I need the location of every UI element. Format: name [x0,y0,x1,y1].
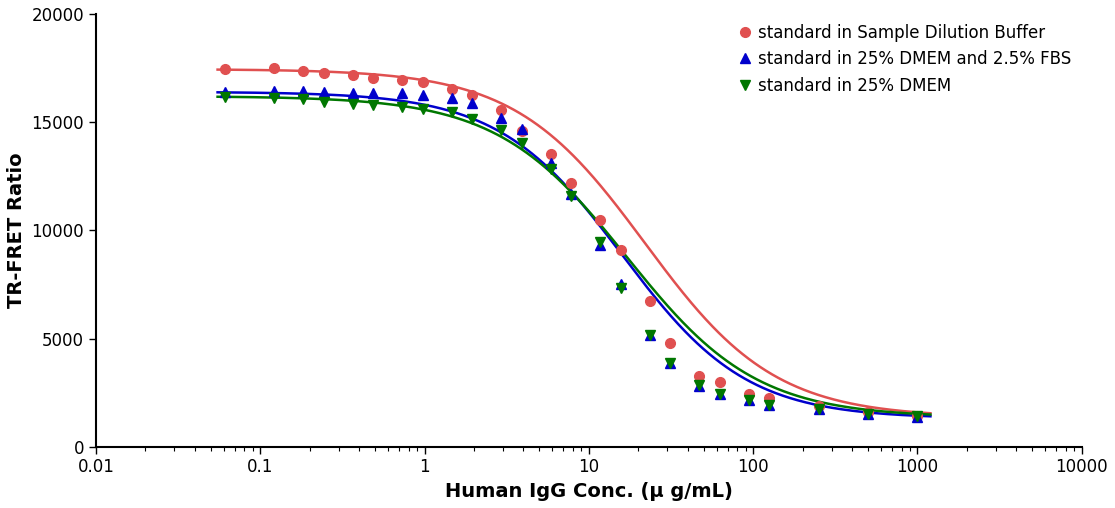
standard in 25% DMEM and 2.5% FBS [297,88,310,94]
standard in 25% DMEM and 2.5% FBS [346,90,359,96]
standard in Sample Dilution Buffer [515,128,529,134]
standard in 25% DMEM and 2.5% FBS [712,391,726,397]
standard in 25% DMEM [861,411,874,417]
Legend: standard in Sample Dilution Buffer, standard in 25% DMEM and 2.5% FBS, standard : standard in Sample Dilution Buffer, stan… [734,17,1078,101]
standard in 25% DMEM [692,382,706,388]
standard in Sample Dilution Buffer [416,79,429,85]
standard in 25% DMEM [564,193,578,199]
Y-axis label: TR-FRET Ratio: TR-FRET Ratio [7,152,26,308]
standard in 25% DMEM [544,166,558,172]
standard in Sample Dilution Buffer [911,414,924,420]
Line: standard in 25% DMEM and 2.5% FBS: standard in 25% DMEM and 2.5% FBS [220,86,922,422]
standard in 25% DMEM and 2.5% FBS [416,92,429,98]
standard in Sample Dilution Buffer [692,373,706,379]
standard in 25% DMEM [466,116,479,122]
standard in 25% DMEM [643,332,657,338]
standard in 25% DMEM [367,102,380,108]
standard in 25% DMEM and 2.5% FBS [268,88,281,94]
standard in 25% DMEM [495,126,508,133]
standard in 25% DMEM and 2.5% FBS [763,401,776,407]
standard in Sample Dilution Buffer [544,150,558,156]
standard in 25% DMEM [663,360,677,366]
standard in 25% DMEM [317,99,330,105]
standard in 25% DMEM and 2.5% FBS [544,160,558,166]
standard in Sample Dilution Buffer [593,216,607,223]
standard in 25% DMEM and 2.5% FBS [741,397,755,403]
standard in Sample Dilution Buffer [495,107,508,113]
standard in 25% DMEM [712,391,726,397]
standard in Sample Dilution Buffer [564,180,578,186]
standard in 25% DMEM and 2.5% FBS [593,242,607,248]
standard in 25% DMEM [515,140,529,146]
standard in Sample Dilution Buffer [763,395,776,401]
standard in 25% DMEM and 2.5% FBS [663,360,677,366]
standard in 25% DMEM [297,97,310,103]
standard in Sample Dilution Buffer [317,71,330,77]
standard in Sample Dilution Buffer [396,77,409,83]
standard in Sample Dilution Buffer [297,68,310,74]
standard in 25% DMEM [911,414,924,420]
standard in 25% DMEM and 2.5% FBS [515,125,529,132]
Line: standard in Sample Dilution Buffer: standard in Sample Dilution Buffer [220,63,922,421]
standard in 25% DMEM and 2.5% FBS [911,415,924,421]
standard in 25% DMEM [268,96,281,102]
standard in 25% DMEM [741,397,755,403]
standard in Sample Dilution Buffer [663,340,677,346]
X-axis label: Human IgG Conc. (μ g/mL): Human IgG Conc. (μ g/mL) [445,482,733,501]
standard in 25% DMEM and 2.5% FBS [219,89,232,95]
standard in 25% DMEM [396,104,409,110]
standard in Sample Dilution Buffer [445,85,458,91]
standard in Sample Dilution Buffer [614,247,628,253]
standard in Sample Dilution Buffer [219,66,232,72]
standard in 25% DMEM [416,106,429,112]
standard in 25% DMEM and 2.5% FBS [614,281,628,288]
standard in 25% DMEM and 2.5% FBS [317,89,330,95]
standard in Sample Dilution Buffer [643,298,657,304]
standard in Sample Dilution Buffer [861,409,874,415]
standard in Sample Dilution Buffer [367,75,380,81]
standard in 25% DMEM [219,94,232,100]
standard in 25% DMEM and 2.5% FBS [445,96,458,102]
standard in 25% DMEM and 2.5% FBS [861,411,874,417]
standard in 25% DMEM [763,401,776,407]
standard in Sample Dilution Buffer [268,65,281,71]
standard in 25% DMEM and 2.5% FBS [396,90,409,96]
standard in 25% DMEM and 2.5% FBS [643,332,657,338]
standard in Sample Dilution Buffer [741,391,755,397]
standard in 25% DMEM and 2.5% FBS [564,190,578,197]
standard in 25% DMEM [445,109,458,115]
standard in 25% DMEM [614,284,628,291]
standard in Sample Dilution Buffer [812,402,825,408]
standard in 25% DMEM and 2.5% FBS [812,406,825,412]
standard in Sample Dilution Buffer [712,379,726,385]
standard in Sample Dilution Buffer [346,72,359,78]
standard in 25% DMEM and 2.5% FBS [367,90,380,96]
Line: standard in 25% DMEM: standard in 25% DMEM [220,92,922,421]
standard in 25% DMEM and 2.5% FBS [466,100,479,106]
standard in 25% DMEM [593,239,607,245]
standard in Sample Dilution Buffer [466,92,479,98]
standard in 25% DMEM and 2.5% FBS [495,115,508,121]
standard in 25% DMEM [812,406,825,412]
standard in 25% DMEM [346,101,359,107]
standard in 25% DMEM and 2.5% FBS [692,383,706,389]
